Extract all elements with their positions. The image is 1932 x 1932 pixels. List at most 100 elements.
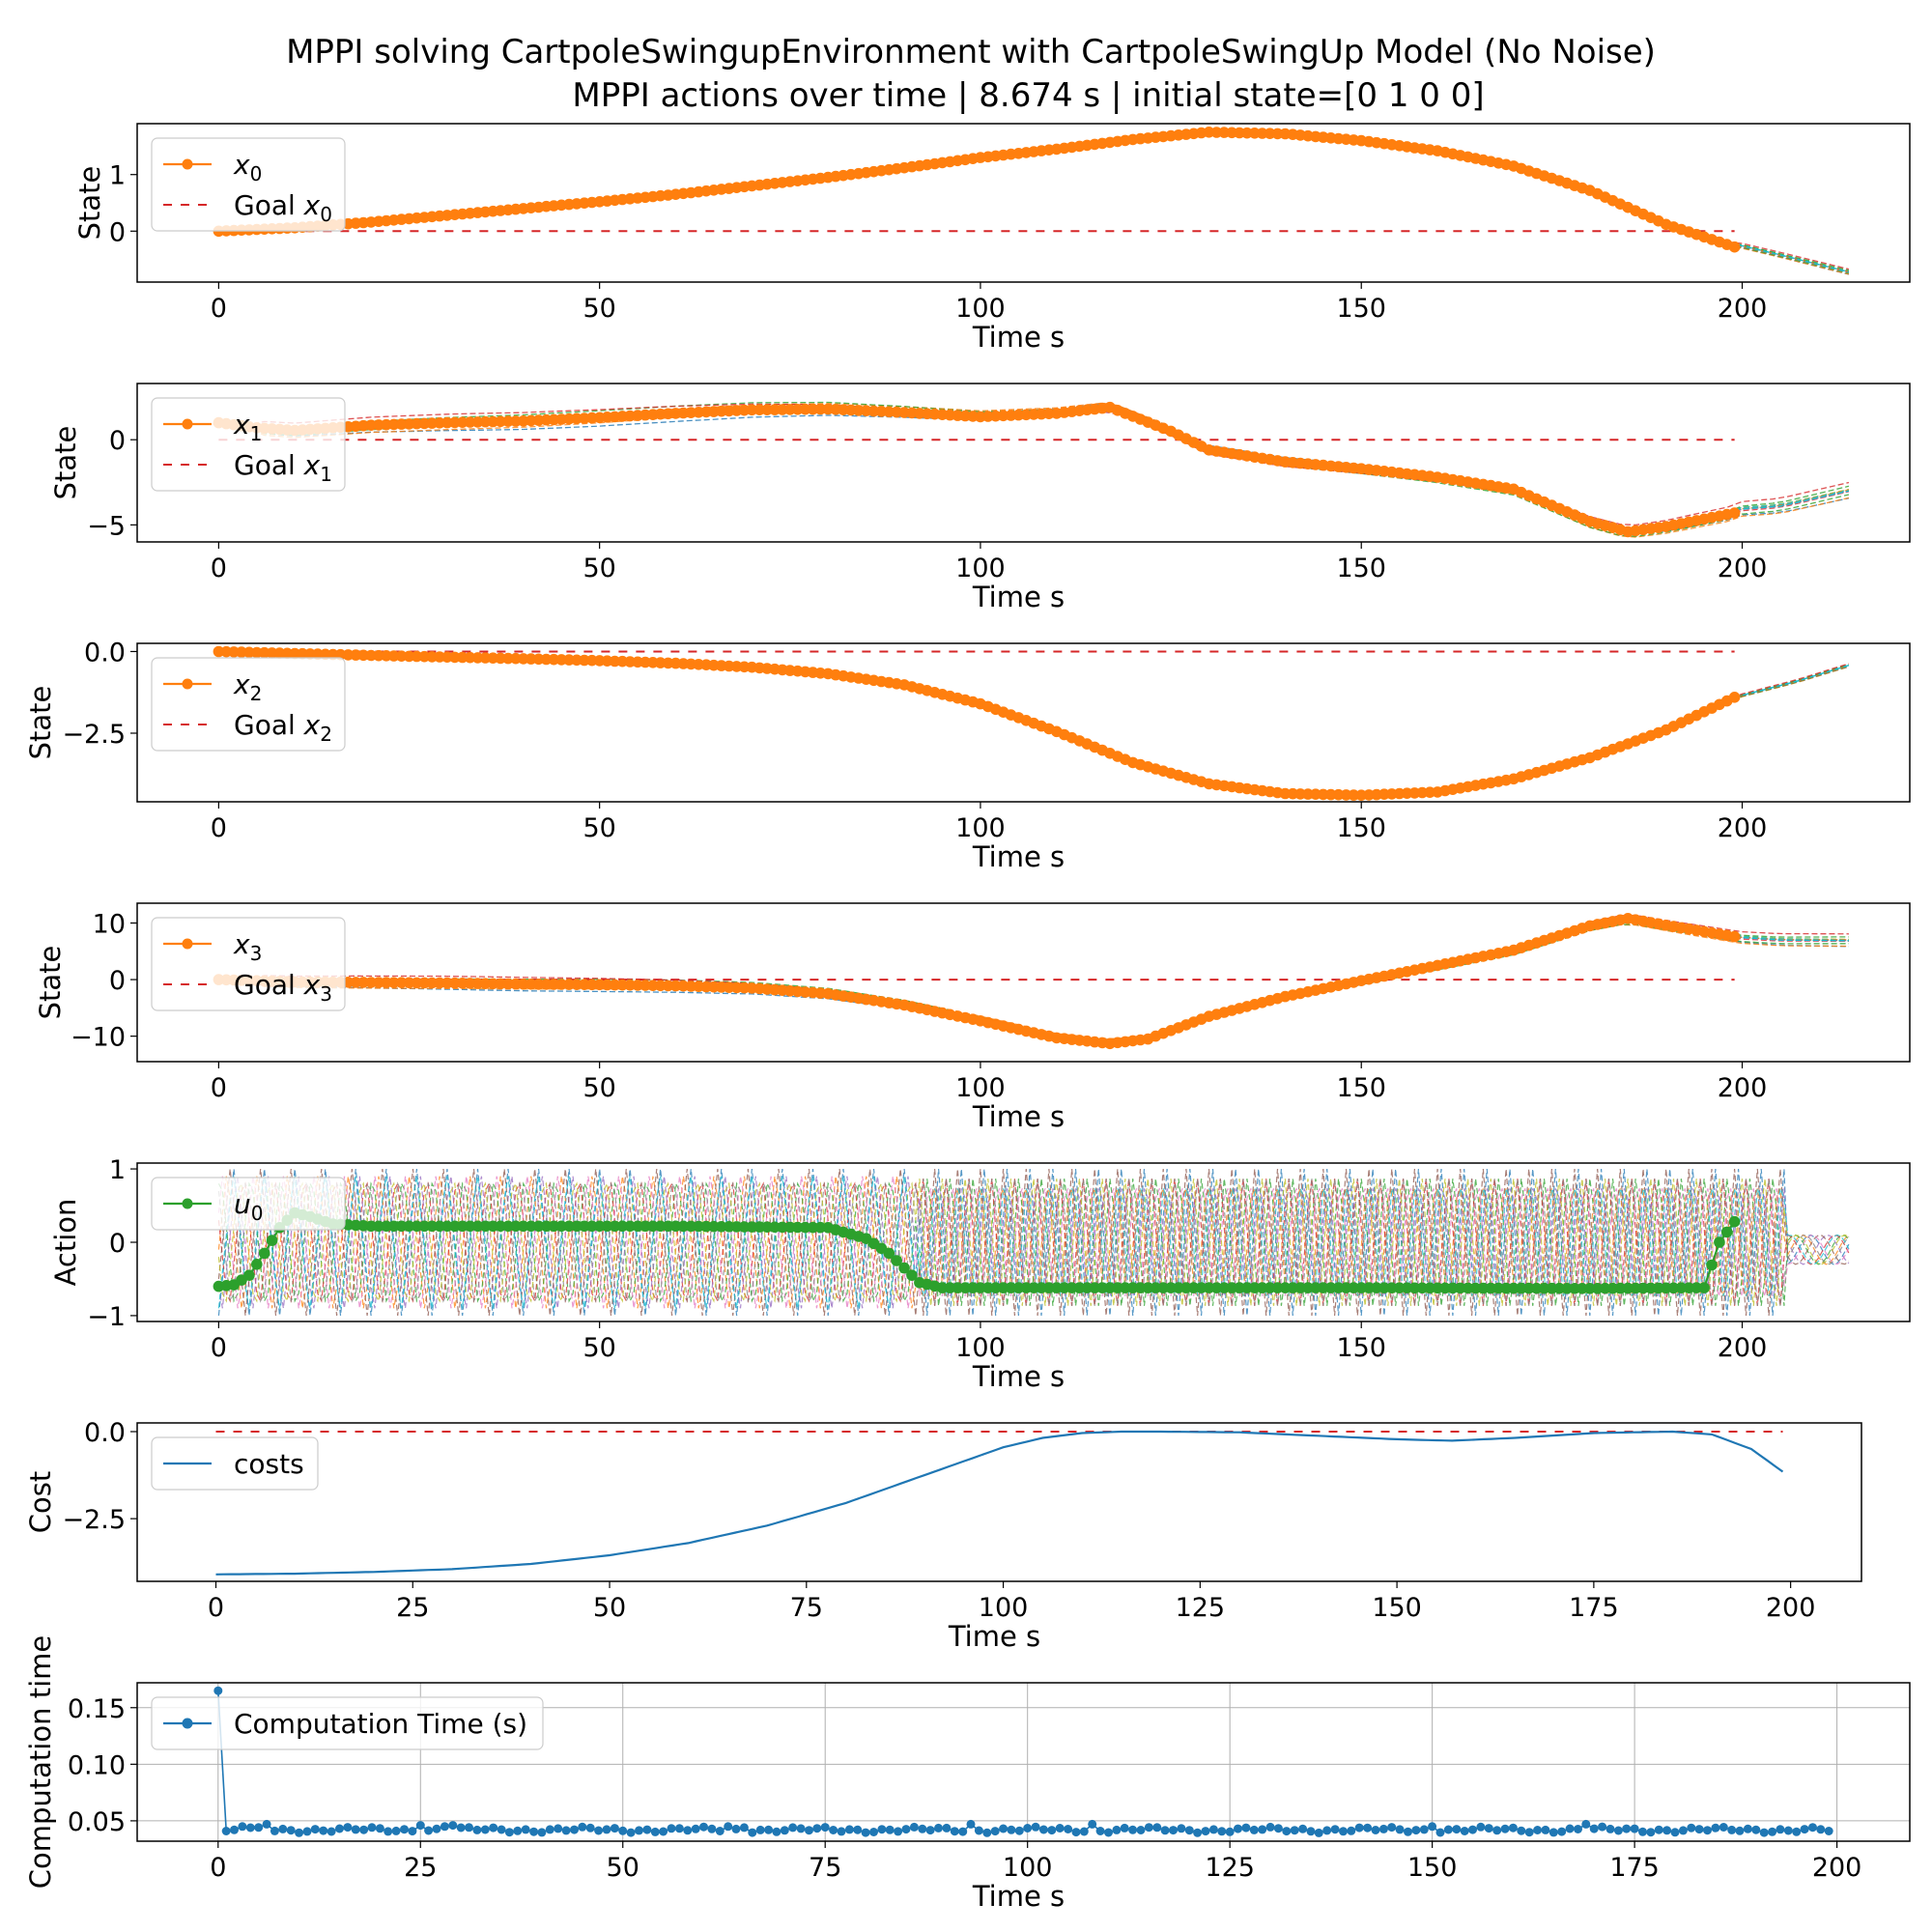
data-point [295,1828,304,1837]
axes-frame [136,1422,1862,1582]
data-point [1435,1828,1445,1837]
data-point [472,1825,482,1834]
rollout-tail-line [1734,664,1850,698]
data-point [1719,1823,1728,1832]
data-point [1492,1826,1502,1835]
data-point [1339,1827,1348,1836]
legend-handle-marker [182,1718,193,1729]
data-point [1468,1825,1477,1834]
data-point [1728,241,1741,253]
data-point [537,1828,547,1837]
legend: x3 Goal x3 [151,917,346,1011]
data-point [667,1824,676,1833]
y-tick-label: 0.0 [84,638,126,668]
data-point [1023,1824,1033,1833]
data-point [1208,1825,1218,1834]
data-point [909,1822,919,1832]
data-point [278,1824,288,1833]
data-point [1330,1825,1340,1834]
y-tick-label: 0 [109,1229,126,1259]
data-point [1419,1825,1429,1834]
data-point [1703,1826,1712,1835]
data-point [925,1826,935,1835]
data-point [1387,1823,1397,1833]
data-point [335,1824,344,1833]
x-tick-label: 150 [1336,1073,1386,1103]
x-tick-label: 50 [582,554,615,583]
y-tick-label: −2.5 [62,1505,126,1535]
data-point [974,1826,983,1835]
data-point [1055,1824,1065,1833]
series-line [215,1430,1784,1576]
legend: x1 Goal x1 [151,397,346,492]
legend: Computation Time (s) [151,1696,544,1750]
data-point [1217,1827,1227,1836]
data-point [1630,1824,1639,1833]
data-point [1395,1825,1405,1834]
legend-label: costs [234,1448,304,1480]
x-axis-label: Time s [972,581,1065,613]
axes-frame [136,642,1911,803]
data-point [650,1827,660,1836]
data-point [1706,1259,1718,1271]
rollout-line [217,1179,1850,1306]
data-point [594,1826,604,1835]
x-tick-label: 200 [1766,1593,1816,1623]
data-point [213,1686,223,1695]
data-point [1064,1825,1073,1833]
data-point [1714,1236,1725,1248]
x-tick-label: 75 [809,1853,841,1883]
data-point [310,1825,320,1834]
x-tick-label: 200 [1718,813,1768,843]
data-point [465,1823,473,1833]
data-point [1184,1826,1194,1835]
data-point [715,1827,724,1835]
x-tick-label: 150 [1336,813,1386,843]
legend-box [151,917,346,1011]
legend-label: x2 [233,668,262,705]
data-point [343,1823,353,1833]
data-point [891,1255,902,1266]
data-point [618,1826,628,1835]
data-point [1128,1825,1138,1834]
chart-panel-x3: 0 50 100 150 200 −10 0 10 Time s State x3 Goal x3 [34,902,1911,1133]
data-point [1622,1824,1632,1833]
x-axis-label: Time s [948,1620,1040,1653]
data-point [837,1827,846,1836]
y-axis-label: Computation time [24,1635,57,1889]
legend-label: x3 [233,928,262,965]
data-point [1273,1824,1283,1833]
data-point [570,1825,579,1834]
data-point [683,1826,693,1835]
data-point [1290,1826,1299,1835]
data-point [1136,1826,1146,1834]
y-tick-label: 0 [109,966,126,996]
data-point [1605,1824,1615,1833]
data-point [1460,1827,1469,1835]
x-tick-label: 200 [1812,1853,1862,1883]
legend: u0 [151,1177,346,1231]
y-axis-label: State [34,946,67,1020]
data-point [1047,1826,1057,1835]
data-point [1014,1826,1024,1835]
data-point [1792,1827,1802,1836]
data-point [707,1824,717,1833]
data-point [1007,1825,1016,1834]
rollout-line [218,408,1850,537]
panel-title: MPPI actions over time | 8.674 s | initi… [572,76,1484,115]
legend-label: Goal x2 [234,709,332,746]
data-point [1728,507,1741,519]
legend-handle-marker [182,678,193,690]
plot-area [213,645,1850,801]
data-point [1152,1823,1162,1833]
data-point [529,1827,539,1836]
data-point [1728,692,1741,703]
axes-frame [136,1682,1911,1842]
data-point [1727,1825,1737,1834]
data-point [1160,1826,1170,1835]
axes-frame [136,1162,1911,1322]
data-point [861,1828,870,1837]
data-point [266,1235,278,1246]
data-point [1371,1826,1380,1834]
data-point [489,1823,498,1833]
